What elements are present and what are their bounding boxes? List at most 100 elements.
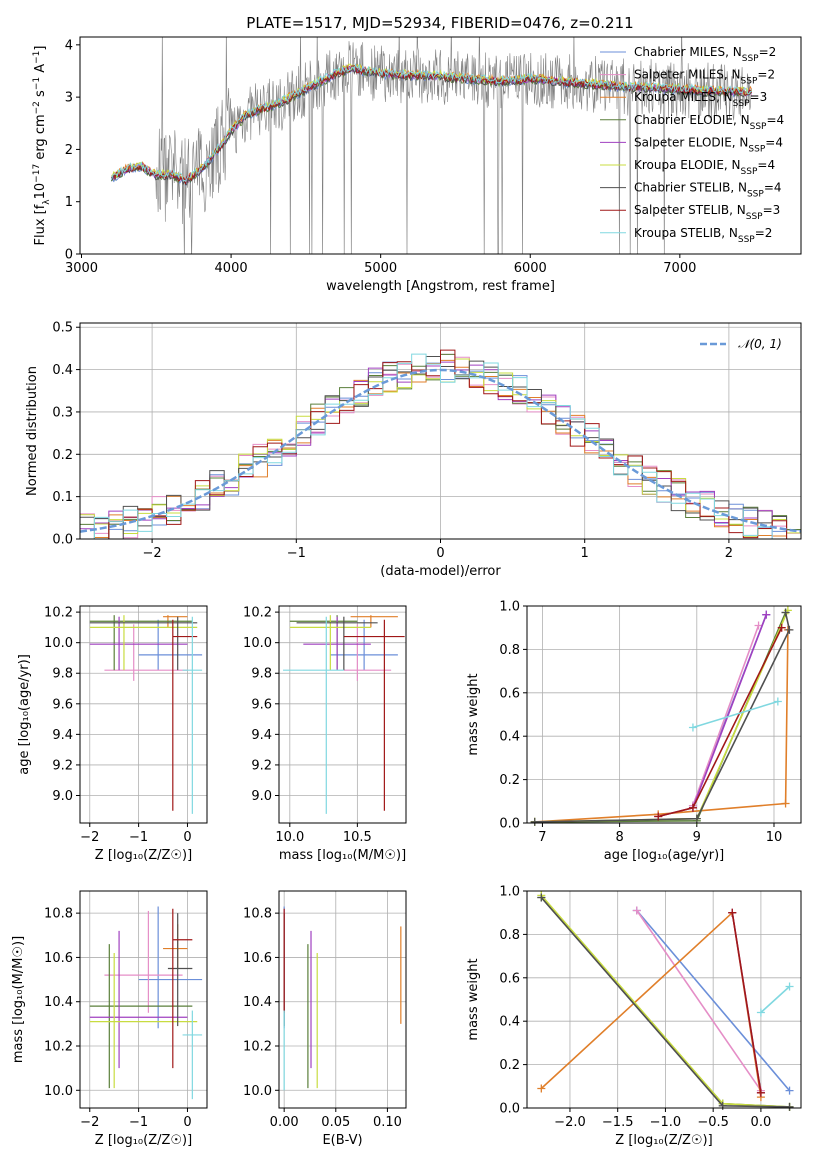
y-tick-label: 0.4 [499,1015,520,1030]
x-axis-label: age [log₁₀(age/yr)] [604,848,725,863]
figure-title: PLATE=1517, MJD=52934, FIBERID=0476, z=0… [246,14,633,32]
axes-frame [526,890,802,1109]
errorbar-salpeter-elodie [89,930,188,1069]
series-marker [632,906,641,915]
x-tick-label: 7000 [663,261,696,276]
y-tick-label: 0.4 [499,730,520,745]
y-tick-label: 0.4 [52,363,73,378]
errorbar-chabrier-stelib [167,913,193,1027]
series-marker [756,1008,765,1017]
age-vs-mass-panel: 10.0 10.5 9.0 9.2 9.4 9.6 9.8 10.0 10.2 mass [log… [243,605,407,863]
x-tick-label: 7 [538,830,546,845]
y-axis-label: age [log₁₀(age/yr)] [17,654,32,775]
series-line [692,700,779,729]
series-marker [688,803,697,812]
errorbar-salpeter-elodie [303,616,371,671]
y-tick-label: 0.0 [52,533,73,548]
errorbar-chabrier-miles [138,906,203,1029]
residuals-panel: −2 −1 0 1 2 0.0 0.1 0.2 0.3 0.4 0.5 (data-model)/er… [25,321,802,579]
x-axis-label: Z [log₁₀(Z/Z☉)] [95,1133,192,1148]
y-axis-label: mass [log₁₀(M/M☉)] [11,936,26,1063]
y-tick-label: 1.0 [499,885,520,900]
series-marker [756,1088,765,1097]
y-tick-label: 10.4 [243,995,272,1010]
axes-frame [79,36,802,255]
y-axis-label: mass weight [466,673,481,755]
x-tick-label: 0 [436,546,444,561]
x-tick-label: 2 [725,546,733,561]
y-tick-label: 2 [65,143,73,158]
legend-label-chabrier-miles: Chabrier MILES, NSSP=2 [634,45,776,64]
x-tick-label: 0 [183,830,191,845]
x-tick-label: 0.05 [321,1115,350,1130]
y-tick-label: 10.8 [243,907,272,922]
y-tick-label: 10.6 [243,951,272,966]
mass-vs-ebv-panel: 0.00 0.05 0.10 10.0 10.2 10.4 10.6 10.8 E(B-V) [243,890,407,1148]
y-tick-label: 0.8 [499,928,520,943]
errorbar-salpeter-miles [104,910,183,1013]
series-chabrier-elodie [530,608,790,826]
y-tick-label: 0.5 [52,321,73,336]
legend-label-salpeter-elodie: Salpeter ELODIE, NSSP=4 [634,135,783,154]
y-tick-label: 9.2 [251,758,272,773]
errorbar-chabrier-elodie [89,944,193,1089]
y-tick-label: 10.2 [44,606,73,621]
y-tick-label: 0.2 [52,448,73,463]
series-marker [754,621,763,630]
y-tick-label: 0 [65,248,73,263]
y-tick-label: 9.2 [52,758,73,773]
errorbar-kroupa-elodie [89,615,198,671]
y-tick-label: 10.2 [243,1040,272,1055]
y-tick-label: 10.4 [44,995,73,1010]
x-tick-label: 0.0 [751,1115,772,1130]
spectrum-legend: Chabrier MILES, NSSP=2 Salpeter MILES, NS… [600,45,784,245]
errorbar-salpeter-stelib [172,908,193,1069]
series-marker [728,908,737,917]
x-tick-label: 5000 [364,261,397,276]
x-axis-label: mass [log₁₀(M/M☉)] [279,848,406,863]
x-tick-label: 10 [766,830,783,845]
legend-label-chabrier-elodie: Chabrier ELODIE, NSSP=4 [634,113,784,132]
model-line-kroupa-stelib [110,62,752,182]
legend-label-salpeter-stelib: Salpeter STELIB, NSSP=3 [634,203,780,222]
axes-frame [278,890,407,1109]
errorbar-chabrier-miles [330,619,398,671]
errorbar-salpeter-miles [343,624,392,681]
series-marker [781,799,790,808]
y-tick-label: 9.6 [52,697,73,712]
x-tick-label: −2 [80,830,99,845]
legend-label-normal: 𝒩(0, 1) [738,337,782,351]
axes-frame [79,605,208,824]
axes-frame [278,605,407,824]
y-tick-label: 9.0 [52,789,73,804]
series-line [692,625,760,806]
y-tick-label: 9.0 [251,789,272,804]
y-tick-label: 0.8 [499,643,520,658]
errorbar-salpeter-stelib [343,619,405,811]
y-tick-label: 9.4 [251,728,272,743]
series-line [534,629,789,823]
series-salpeter-stelib [654,623,786,821]
series-line [534,612,791,823]
series-marker [537,893,546,902]
series-marker [530,817,539,826]
x-tick-label: 9 [693,830,701,845]
series-line [540,911,762,1098]
series-chabrier-stelib [530,608,794,826]
series-line [760,985,791,1014]
series-line [658,627,783,818]
x-tick-label: 8 [615,830,623,845]
y-axis-label: mass weight [466,958,481,1040]
x-axis-label: E(B-V) [322,1133,362,1148]
x-axis-label: wavelength [Angstrom, rest frame] [326,279,555,294]
series-kroupa-miles [537,908,765,1102]
x-tick-label: −2 [143,546,162,561]
errorbar-kroupa-stelib [283,616,344,814]
x-tick-label: 0.00 [270,1115,299,1130]
x-tick-label: −1 [287,546,306,561]
weight-vs-metallicity-panel: −2.0 −1.5 −1.0 −0.5 0.0 0.0 0.2 0.4 0.6 0.8 1.0 Z [… [466,885,802,1148]
y-tick-label: 0.0 [499,1102,520,1117]
errorbar-salpeter-stelib [172,619,198,811]
series-marker [785,625,794,634]
